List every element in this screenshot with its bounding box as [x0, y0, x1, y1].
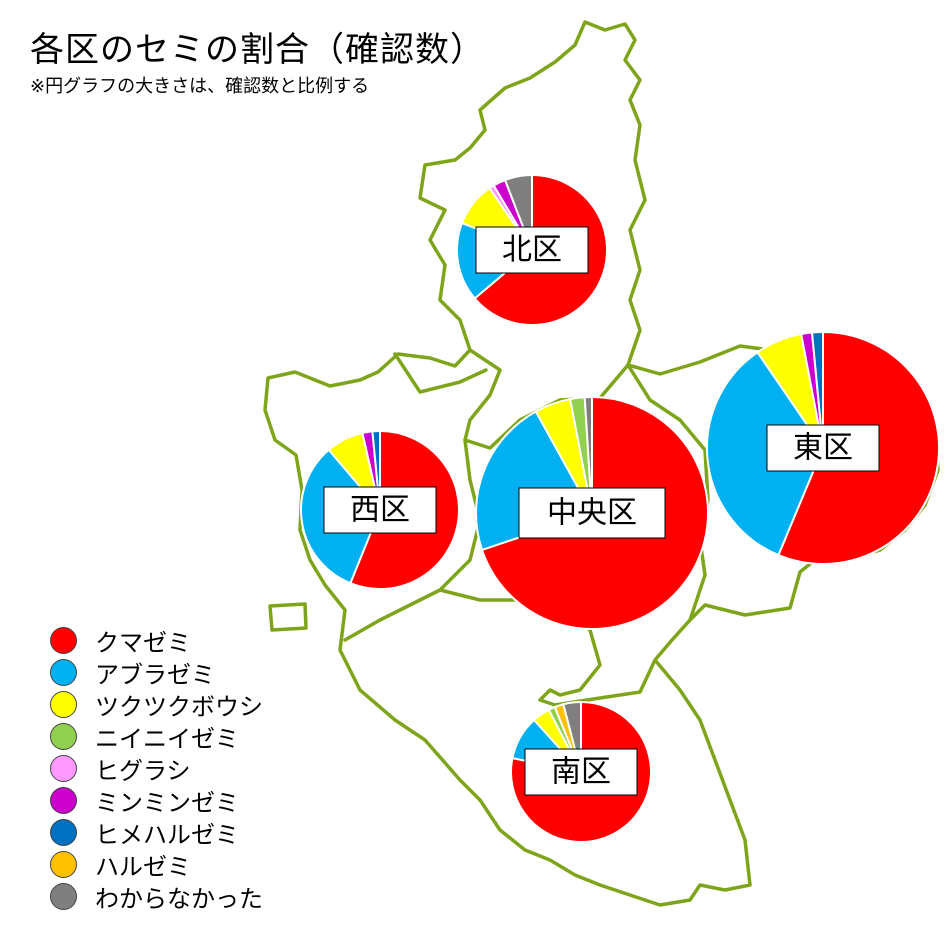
legend-item: ヒグラシ [50, 752, 263, 785]
legend-label: ヒグラシ [95, 756, 191, 785]
ward-boundary-center-east [626, 363, 710, 622]
legend-swatch [50, 818, 77, 846]
legend-label: アブラゼミ [95, 660, 215, 689]
legend-swatch [50, 882, 77, 910]
pie-slice [510, 700, 652, 843]
legend-item: クマゼミ [50, 624, 263, 657]
chart-title: 各区のセミの割合（確認数） [30, 30, 485, 70]
pie-slice [706, 350, 825, 557]
legend-swatch [50, 754, 77, 782]
legend-swatch [50, 690, 77, 718]
legend-swatch [50, 626, 77, 654]
legend-swatch [50, 658, 77, 686]
city-boundary [263, 20, 940, 907]
pie-5: 南区 [510, 700, 652, 843]
legend-label: ハルゼミ [95, 852, 191, 881]
legend-label: ツクツクボウシ [95, 692, 263, 721]
district-label: 中央区 [547, 496, 637, 531]
legend-label: ヒメハルゼミ [95, 820, 239, 849]
pie-slice [583, 395, 593, 514]
district-label: 南区 [551, 755, 611, 790]
district-label-box [475, 226, 589, 274]
boundary-outline [263, 20, 940, 907]
pie-4: 東区 [706, 330, 940, 565]
district-label: 東区 [793, 431, 853, 466]
legend-item: ヒメハルゼミ [50, 816, 263, 849]
legend-item: ツクツクボウシ [50, 688, 263, 721]
pie-2: 西区 [300, 429, 460, 590]
legend-swatch [50, 786, 77, 814]
ward-boundary-west-center [343, 438, 482, 642]
coastal-inlet [393, 352, 488, 394]
pie-slice [810, 330, 824, 449]
harbor-pier [268, 602, 308, 632]
legend-item: ミンミンゼミ [50, 784, 263, 817]
district-label-box [766, 424, 880, 472]
legend-item: ハルゼミ [50, 848, 263, 881]
legend-item: ニイニイゼミ [50, 720, 263, 753]
legend-swatch [50, 722, 77, 750]
chart-subtitle: ※円グラフの大きさは、確認数と比例する [30, 76, 370, 97]
pie-3: 中央区 [475, 395, 709, 630]
legend-item: アブラゼミ [50, 656, 263, 689]
district-label-box [518, 487, 666, 539]
legend-label: クマゼミ [95, 628, 191, 657]
district-label: 西区 [350, 493, 410, 528]
legend-label: わからなかった [95, 884, 263, 913]
legend-label: ニイニイゼミ [95, 724, 239, 753]
district-label: 北区 [502, 233, 562, 268]
legend-swatch [50, 850, 77, 878]
legend: クマゼミアブラゼミツクツクボウシ ニイニイゼミ ヒグラシミンミンゼミ ヒメハルゼミ ハル… [50, 624, 263, 913]
legend-label: ミンミンゼミ [95, 788, 239, 817]
pie-1: 北区 [456, 173, 608, 326]
legend-item: わからなかった [50, 880, 263, 913]
district-label-box [524, 748, 638, 796]
district-label-box [323, 486, 437, 534]
